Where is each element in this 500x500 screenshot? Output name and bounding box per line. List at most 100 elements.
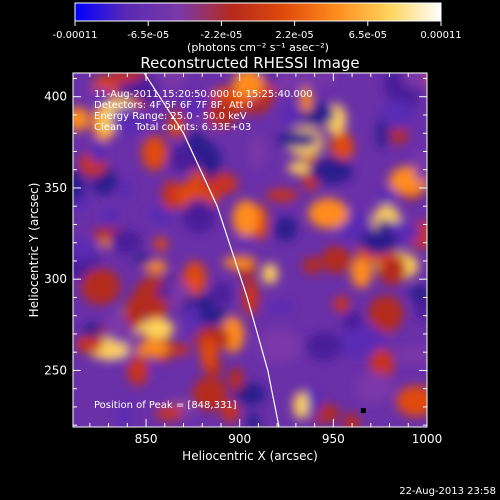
image-blob	[147, 205, 176, 225]
colorbar-tick-label: 6.5e-05	[349, 30, 387, 41]
image-blob	[89, 139, 107, 164]
plot-frame	[72, 72, 428, 428]
image-blob	[287, 161, 312, 174]
image-blob	[414, 150, 427, 183]
image-blob	[265, 188, 299, 202]
image-blob	[135, 341, 170, 357]
image-blob	[379, 100, 415, 129]
image-blob	[145, 361, 164, 373]
image-blob	[156, 405, 183, 421]
image-blob	[300, 86, 313, 113]
image-blob	[249, 134, 266, 170]
image-blob	[377, 218, 392, 232]
image-blob	[132, 254, 155, 266]
y-tick-label: 400	[44, 90, 67, 104]
image-blob	[141, 135, 168, 171]
y-tick-label: 300	[44, 272, 67, 286]
image-blob	[117, 179, 133, 200]
image-blob	[221, 400, 240, 423]
image-blob	[73, 168, 85, 202]
image-blob	[110, 333, 135, 345]
x-tick-label: 1000	[412, 432, 443, 446]
image-blob	[233, 73, 264, 99]
colorbar-tick-labels: -0.00011 -6.5e-05 -2.2e-05 2.2e-05 6.5e-05 0.…	[53, 30, 462, 41]
colorbar-ticks	[74, 21, 442, 26]
x-tick-label: 900	[228, 432, 251, 446]
image-blob	[192, 376, 227, 411]
annotation-energy: Energy Range: 25.0 - 50.0 keV	[94, 111, 247, 122]
image-blob	[247, 411, 260, 427]
image-blob	[242, 279, 259, 315]
image-blob	[266, 300, 295, 314]
image-blob	[187, 302, 200, 337]
x-tick-label: 850	[135, 432, 158, 446]
y-axis-label: Heliocentric Y (arcsec)	[27, 183, 41, 318]
image-blob	[109, 229, 143, 254]
image-blob	[269, 75, 302, 90]
image-blob	[206, 99, 237, 128]
image-blob	[73, 106, 90, 132]
y-tick-label: 350	[44, 181, 67, 195]
image-blob	[313, 73, 334, 85]
image-blob	[307, 158, 352, 182]
chart-title: Reconstructed RHESSI Image	[140, 54, 359, 72]
image-blob	[182, 198, 216, 234]
colorbar-tick-label: -2.2e-05	[200, 30, 242, 41]
solar-limb-curve	[143, 73, 280, 427]
image-blob	[176, 102, 211, 118]
image-blob	[100, 205, 120, 227]
image-blob	[155, 286, 173, 298]
colorbar-tick-label: 2.2e-05	[275, 30, 313, 41]
image-blob	[127, 355, 149, 386]
annotation-peak: Position of Peak = [848,331]	[94, 400, 237, 411]
image-blob	[321, 246, 351, 274]
colorbar-tick-label: -6.5e-05	[127, 30, 169, 41]
image-blob	[276, 131, 320, 148]
image-blob	[333, 295, 350, 313]
image-blob	[396, 385, 427, 417]
image-blob	[75, 336, 104, 353]
image-blob	[343, 412, 360, 427]
image-blob	[93, 87, 112, 107]
image-blob	[200, 336, 218, 370]
image-blob	[223, 256, 257, 269]
image-blob	[212, 282, 233, 305]
y-tick-label: 250	[44, 363, 67, 377]
colorbar	[74, 2, 442, 22]
image-blob	[368, 295, 404, 332]
image-blob	[377, 186, 398, 204]
image-blob	[124, 295, 146, 328]
image-blob	[141, 318, 175, 340]
image-blob	[302, 256, 323, 274]
image-blob	[98, 73, 136, 84]
y-axis-ticks: 250 300 350 400	[44, 77, 427, 426]
image-blob	[199, 143, 222, 180]
image-blob	[160, 280, 191, 305]
image-blob	[279, 103, 300, 127]
image-blob	[162, 179, 182, 211]
x-axis-label: Heliocentric X (arcsec)	[182, 449, 318, 463]
image-blob	[257, 328, 301, 364]
image-blob	[110, 105, 149, 135]
plot-area	[73, 73, 427, 427]
peak-marker	[360, 408, 366, 414]
image-blob	[167, 145, 197, 172]
image-blob	[355, 371, 393, 404]
image-blob	[306, 331, 342, 361]
image-blob	[160, 73, 187, 89]
image-blob	[137, 283, 154, 302]
image-blob	[409, 285, 427, 302]
image-blob	[338, 328, 376, 358]
image-blob	[153, 237, 168, 251]
image-field	[73, 73, 427, 427]
image-blob	[330, 132, 354, 162]
x-axis-ticks: 850 900 950 1000	[89, 73, 443, 446]
image-blob	[402, 73, 427, 89]
image-blob	[273, 216, 298, 242]
image-blob	[261, 263, 278, 285]
colorbar-unit-label: (photons cm⁻² s⁻¹ asec⁻²)	[187, 41, 329, 54]
image-blob	[293, 391, 309, 420]
image-blob	[185, 130, 209, 155]
annotation-detectors: Detectors: 4F 5F 6F 7F 8F, Att 0	[94, 100, 253, 111]
image-blob	[394, 347, 427, 364]
